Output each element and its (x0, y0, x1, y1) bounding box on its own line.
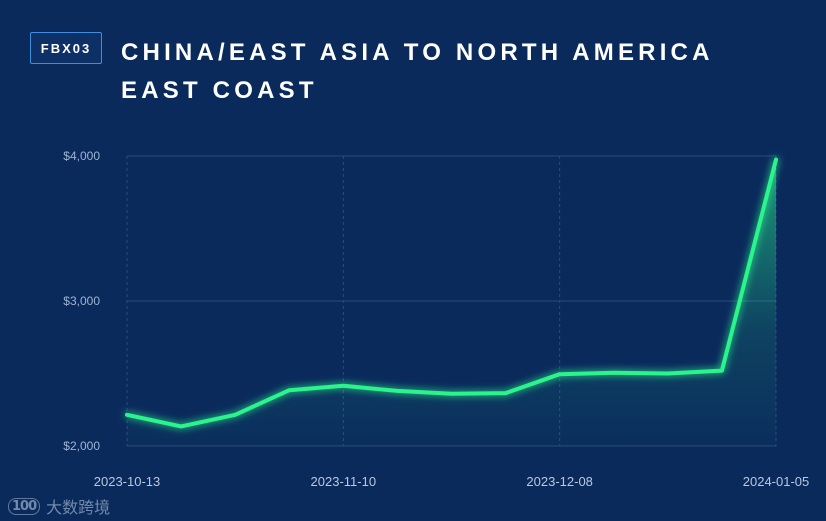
route-badge: FBX03 (30, 32, 102, 64)
y-tick-label: $2,000 (63, 439, 100, 453)
watermark: 100 大数跨境 (8, 494, 110, 518)
watermark-logo: 100 (8, 497, 41, 515)
chart-title: CHINA/EAST ASIA TO NORTH AMERICA EAST CO… (121, 39, 713, 104)
y-tick-label: $3,000 (63, 294, 100, 308)
x-tick-label: 2023-12-08 (526, 474, 593, 489)
x-tick-label: 2023-10-13 (94, 474, 161, 489)
x-tick-label: 2024-01-05 (743, 474, 810, 489)
series-area-fill (127, 159, 776, 446)
y-tick-label: $4,000 (63, 149, 100, 163)
watermark-text: 大数跨境 (46, 498, 111, 517)
series-line (125, 157, 778, 429)
x-tick-label: 2023-11-10 (311, 474, 377, 489)
